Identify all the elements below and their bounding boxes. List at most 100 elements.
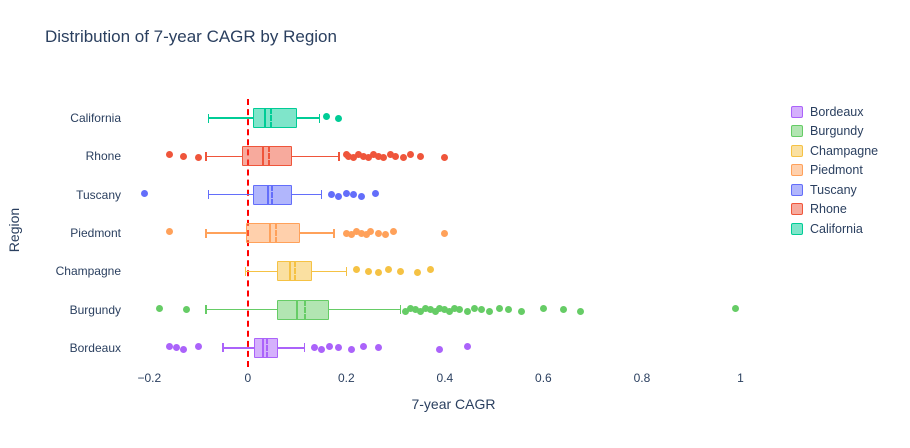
legend: Bordeaux Burgundy Champagne Piedmont Tuscany…	[791, 102, 878, 239]
outlier-point	[165, 342, 173, 350]
whisker-cap	[345, 266, 348, 276]
outlier-point	[357, 229, 365, 237]
outlier-point	[357, 192, 365, 200]
legend-item-california[interactable]: California	[791, 219, 878, 239]
box	[252, 108, 298, 129]
x-tick-label: 0.8	[633, 371, 651, 385]
y-tick-label: Tuscany	[76, 187, 121, 202]
outlier-point	[411, 306, 419, 314]
outlier-point	[517, 307, 525, 315]
mean-line	[266, 337, 269, 358]
outlier-point	[431, 307, 439, 315]
outlier-point	[335, 344, 343, 352]
x-tick-label: −0.2	[137, 371, 162, 385]
legend-item-label: Bordeaux	[810, 104, 864, 119]
legend-swatch-icon	[791, 164, 803, 177]
median-line	[269, 223, 271, 243]
whisker-cap	[318, 113, 320, 123]
x-axis-title: 7-year CAGR	[411, 396, 496, 412]
outlier-point	[342, 229, 350, 237]
outlier-point	[342, 189, 350, 197]
whisker-line	[278, 347, 305, 349]
outlier-point	[362, 231, 370, 238]
whisker-cap	[207, 190, 210, 200]
whisker-line	[208, 117, 253, 119]
outlier-point	[347, 345, 355, 353]
whisker-cap	[333, 228, 335, 238]
whisker-line	[205, 308, 278, 311]
legend-item-champagne[interactable]: Champagne	[791, 141, 878, 161]
whisker-cap	[399, 305, 402, 315]
outlier-point	[335, 192, 343, 200]
outlier-point	[382, 231, 390, 238]
outlier-point	[365, 154, 373, 162]
outlier-point	[365, 267, 373, 275]
outlier-point	[389, 228, 397, 235]
legend-item-piedmont[interactable]: Piedmont	[791, 161, 878, 181]
y-tick-label: Burgundy	[69, 302, 121, 317]
outlier-point	[352, 266, 360, 274]
mean-line	[304, 299, 307, 320]
y-tick-label: Champagne	[55, 264, 121, 279]
outlier-point	[576, 307, 584, 315]
y-tick-label: California	[70, 111, 121, 126]
outlier-point	[441, 154, 449, 162]
outlier-point	[406, 304, 414, 312]
whisker-cap	[205, 305, 207, 315]
outlier-point	[328, 191, 336, 199]
legend-swatch-icon	[791, 105, 803, 118]
median-line	[296, 299, 299, 320]
outlier-point	[369, 151, 377, 159]
outlier-point	[374, 152, 382, 160]
whisker-cap	[320, 190, 323, 200]
outlier-point	[426, 306, 434, 314]
outlier-point	[374, 229, 382, 237]
outlier-point	[345, 152, 353, 160]
y-tick-label: Rhone	[85, 149, 121, 164]
outlier-point	[451, 304, 459, 312]
whisker-cap	[244, 266, 247, 276]
outlier-point	[495, 304, 503, 312]
legend-item-rhone[interactable]: Rhone	[791, 200, 878, 220]
outlier-point	[470, 304, 478, 312]
outlier-point	[379, 154, 387, 162]
x-tick-label: 0.4	[436, 371, 454, 385]
outlier-point	[559, 306, 567, 314]
median-line	[261, 337, 264, 358]
outlier-point	[414, 269, 422, 277]
outlier-point	[426, 266, 434, 274]
outlier-point	[182, 306, 190, 314]
outlier-point	[463, 342, 471, 350]
outlier-point	[384, 266, 392, 274]
legend-item-burgundy[interactable]: Burgundy	[791, 122, 878, 142]
whisker-cap	[205, 151, 207, 161]
median-line	[266, 184, 269, 205]
outlier-point	[372, 189, 380, 197]
whisker-cap	[207, 113, 210, 123]
mean-line	[294, 261, 297, 282]
outlier-point	[539, 304, 547, 312]
legend-item-bordeaux[interactable]: Bordeaux	[791, 102, 878, 122]
outlier-point	[172, 344, 180, 352]
outlier-point	[355, 151, 363, 159]
outlier-point	[387, 151, 395, 159]
whisker-line	[205, 155, 242, 158]
outlier-point	[732, 304, 740, 312]
box	[241, 146, 293, 167]
outlier-point	[446, 307, 454, 315]
outlier-point	[436, 345, 444, 353]
outlier-point	[360, 342, 368, 350]
whisker-cap	[303, 343, 306, 353]
legend-item-label: Tuscany	[810, 182, 857, 197]
legend-swatch-icon	[791, 222, 803, 235]
whisker-line	[223, 347, 254, 349]
whisker-line	[208, 193, 253, 196]
whisker-line	[292, 155, 339, 158]
chart-title: Distribution of 7-year CAGR by Region	[45, 27, 337, 46]
legend-item-tuscany[interactable]: Tuscany	[791, 180, 878, 200]
outlier-point	[478, 306, 486, 314]
x-tick-label: 0.6	[535, 371, 552, 385]
median-line	[288, 261, 291, 282]
outlier-point	[416, 152, 424, 160]
box	[277, 299, 330, 320]
